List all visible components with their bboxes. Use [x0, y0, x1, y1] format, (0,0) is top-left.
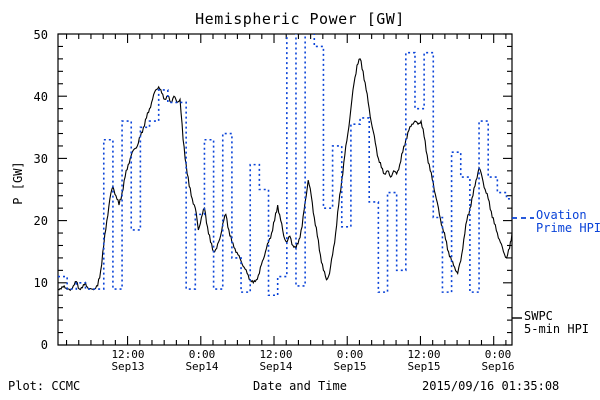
x-tick-label-1: 0:00 Sep14: [167, 349, 237, 373]
legend-ovation-line2: Prime HPI: [536, 221, 600, 235]
x-tick-date-1: Sep14: [185, 360, 219, 373]
chart-title: Hemispheric Power [GW]: [195, 10, 405, 28]
y-tick-label-10: 10: [33, 276, 48, 290]
x-tick-time-4: 12:00: [407, 348, 441, 361]
x-tick-label-0: 12:00 Sep13: [93, 349, 163, 373]
x-tick-time-5: 0:00: [484, 348, 512, 361]
plot-credit: Plot: CCMC: [8, 379, 81, 393]
x-tick-time-0: 12:00: [111, 348, 145, 361]
x-tick-date-5: Sep16: [481, 360, 515, 373]
legend-swpc-line2: 5-min HPI: [524, 322, 590, 336]
x-tick-date-2: Sep14: [259, 360, 293, 373]
x-tick-time-3: 0:00: [336, 348, 364, 361]
legend-ovation-line1: Ovation: [536, 208, 587, 222]
y-tick-label-20: 20: [33, 214, 48, 228]
x-tick-label-5: 0:00 Sep16: [463, 349, 533, 373]
legend-swpc: SWPC 5-min HPI: [524, 310, 589, 336]
x-axis-label: Date and Time: [253, 379, 347, 393]
x-tick-time-1: 0:00: [188, 348, 216, 361]
y-tick-label-30: 30: [33, 152, 48, 166]
x-tick-date-0: Sep13: [111, 360, 145, 373]
x-tick-date-4: Sep15: [407, 360, 441, 373]
x-tick-label-3: 0:00 Sep15: [315, 349, 385, 373]
legend-ovation-prime: Ovation Prime HPI: [536, 209, 600, 235]
y-tick-label-40: 40: [33, 90, 48, 104]
x-tick-time-2: 12:00: [259, 348, 293, 361]
generation-timestamp: 2015/09/16 01:35:08: [422, 379, 560, 393]
legend-swpc-line1: SWPC: [524, 309, 553, 323]
x-tick-label-2: 12:00 Sep14: [241, 349, 311, 373]
y-tick-label-50: 50: [33, 28, 48, 42]
x-tick-label-4: 12:00 Sep15: [389, 349, 459, 373]
y-tick-label-0: 0: [40, 338, 48, 352]
x-tick-date-3: Sep15: [333, 360, 367, 373]
